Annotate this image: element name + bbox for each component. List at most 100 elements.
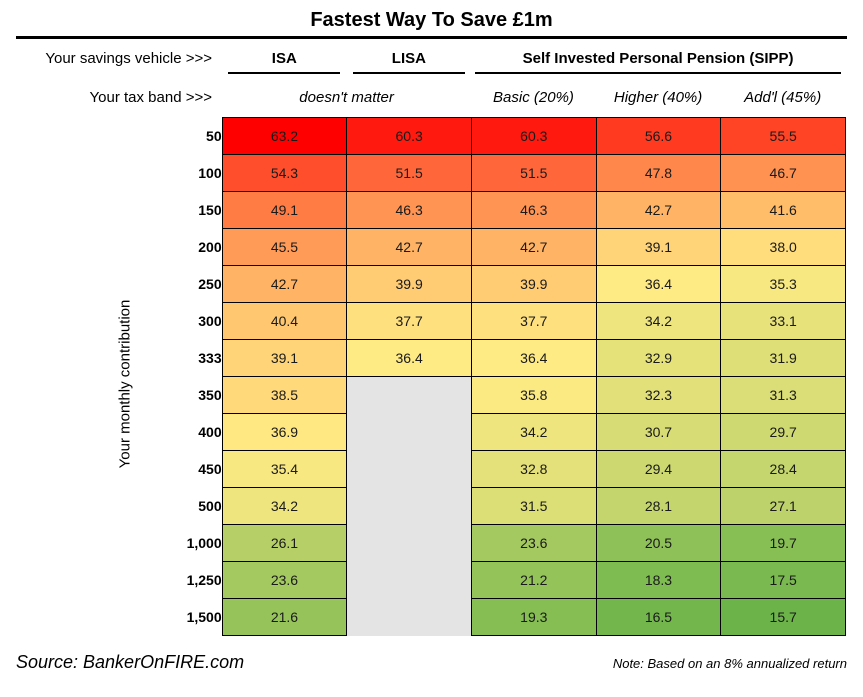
heatmap-cell: 26.1 xyxy=(221,524,348,562)
heatmap-cell: 28.1 xyxy=(595,487,722,525)
heatmap-cell-blank xyxy=(346,524,472,562)
heatmap-cell-blank xyxy=(346,598,472,636)
heatmap-cell-blank xyxy=(346,561,472,599)
heatmap-row: 450 35.4 32.8 29.4 28.4 xyxy=(16,450,846,488)
heatmap-cell: 46.3 xyxy=(346,191,472,229)
row-label: 1,500 xyxy=(16,598,223,636)
row-label: 1,000 xyxy=(16,524,223,562)
row-label: 300 xyxy=(16,302,223,340)
heatmap-cell: 33.1 xyxy=(720,302,846,340)
heatmap-cell: 31.3 xyxy=(720,376,846,414)
row-label: 250 xyxy=(16,265,223,303)
heatmap-cell: 36.4 xyxy=(346,339,472,377)
savings-vehicle-label: Your savings vehicle >>> xyxy=(45,49,212,67)
heatmap-cell: 39.1 xyxy=(221,339,348,377)
tax-band-addl: Add'l (45%) xyxy=(744,88,822,106)
heatmap-cell: 41.6 xyxy=(720,191,846,229)
heatmap-cell: 23.6 xyxy=(470,524,597,562)
heatmap-cell: 51.5 xyxy=(346,154,472,192)
tax-band-basic: Basic (20%) xyxy=(493,88,574,106)
heatmap-cell: 16.5 xyxy=(595,598,722,636)
underline xyxy=(228,72,341,74)
heatmap-cell: 42.7 xyxy=(470,228,597,266)
heatmap-cell: 60.3 xyxy=(346,117,472,155)
row-label: 400 xyxy=(16,413,223,451)
heatmap-cell: 34.2 xyxy=(470,413,597,451)
heatmap-cell: 55.5 xyxy=(720,117,846,155)
heatmap-cell: 19.7 xyxy=(720,524,846,562)
tax-band-label: Your tax band >>> xyxy=(89,88,212,106)
heatmap-cell: 20.5 xyxy=(595,524,722,562)
heatmap-cell: 39.9 xyxy=(470,265,597,303)
tax-band-doesnt-matter: doesn't matter xyxy=(299,88,394,106)
footnote: Note: Based on an 8% annualized return xyxy=(612,656,847,671)
heatmap-cell: 47.8 xyxy=(595,154,722,192)
heatmap-cell: 21.2 xyxy=(470,561,597,599)
heatmap-row: 250 42.7 39.9 39.9 36.4 35.3 xyxy=(16,265,846,303)
heatmap-cell: 63.2 xyxy=(221,117,348,155)
column-header-isa: ISA xyxy=(222,39,347,77)
heatmap-cell: 60.3 xyxy=(470,117,597,155)
heatmap-cell: 46.3 xyxy=(470,191,597,229)
heatmap-cell: 37.7 xyxy=(470,302,597,340)
heatmap-cell: 38.0 xyxy=(720,228,846,266)
heatmap-row: 1,250 23.6 21.2 18.3 17.5 xyxy=(16,561,846,599)
heatmap-row: 333 39.1 36.4 36.4 32.9 31.9 xyxy=(16,339,846,377)
row-label: 500 xyxy=(16,487,223,525)
heatmap-row: 150 49.1 46.3 46.3 42.7 41.6 xyxy=(16,191,846,229)
heatmap-row: 500 34.2 31.5 28.1 27.1 xyxy=(16,487,846,525)
heatmap-cell: 36.4 xyxy=(595,265,722,303)
row-label: 450 xyxy=(16,450,223,488)
heatmap-cell: 42.7 xyxy=(346,228,472,266)
heatmap-cell: 40.4 xyxy=(221,302,348,340)
heatmap-cell-blank xyxy=(346,413,472,451)
heatmap-cell: 46.7 xyxy=(720,154,846,192)
heatmap-cell: 31.5 xyxy=(470,487,597,525)
heatmap-table: 50 63.2 60.3 60.3 56.6 55.5 100 54.3 51.5 51.5 47.… xyxy=(16,117,846,636)
heatmap-cell-blank xyxy=(346,376,472,414)
heatmap-cell: 45.5 xyxy=(221,228,348,266)
row-label: 350 xyxy=(16,376,223,414)
heatmap-cell: 27.1 xyxy=(720,487,846,525)
heatmap-cell: 17.5 xyxy=(720,561,846,599)
heatmap-cell: 51.5 xyxy=(470,154,597,192)
column-header-sipp: Self Invested Personal Pension (SIPP) xyxy=(471,39,845,77)
vehicle-header-row: Your savings vehicle >>> ISA LISA Self I… xyxy=(16,39,863,77)
heatmap-row: 1,500 21.6 19.3 16.5 15.7 xyxy=(16,598,846,636)
column-header-lisa-text: LISA xyxy=(391,49,426,67)
y-axis-label: Your monthly contribution xyxy=(116,299,134,469)
tax-band-higher: Higher (40%) xyxy=(613,88,703,106)
heatmap-cell: 21.6 xyxy=(221,598,348,636)
heatmap-cell: 34.2 xyxy=(595,302,722,340)
heatmap-row: 400 36.9 34.2 30.7 29.7 xyxy=(16,413,846,451)
heatmap-cell-blank xyxy=(346,487,472,525)
heatmap-cell: 32.8 xyxy=(470,450,597,488)
heatmap-cell: 34.2 xyxy=(221,487,348,525)
heatmap-cell: 28.4 xyxy=(720,450,846,488)
heatmap-cell: 29.7 xyxy=(720,413,846,451)
row-label: 100 xyxy=(16,154,223,192)
column-header-sipp-text: Self Invested Personal Pension (SIPP) xyxy=(522,49,794,67)
row-label: 150 xyxy=(16,191,223,229)
heatmap-cell: 36.4 xyxy=(470,339,597,377)
heatmap-cell: 38.5 xyxy=(221,376,348,414)
page-title: Fastest Way To Save £1m xyxy=(310,9,553,31)
heatmap-cell: 35.3 xyxy=(720,265,846,303)
heatmap-cell: 19.3 xyxy=(470,598,597,636)
heatmap-cell: 56.6 xyxy=(595,117,722,155)
underline xyxy=(474,72,842,74)
heatmap-row: 200 45.5 42.7 42.7 39.1 38.0 xyxy=(16,228,846,266)
heatmap-cell: 18.3 xyxy=(595,561,722,599)
heatmap-row: 1,000 26.1 23.6 20.5 19.7 xyxy=(16,524,846,562)
heatmap-cell: 49.1 xyxy=(221,191,348,229)
heatmap-row: 100 54.3 51.5 51.5 47.8 46.7 xyxy=(16,154,846,192)
heatmap-cell: 32.9 xyxy=(595,339,722,377)
heatmap-cell: 42.7 xyxy=(595,191,722,229)
heatmap-cell: 39.9 xyxy=(346,265,472,303)
heatmap-cell: 39.1 xyxy=(595,228,722,266)
heatmap-row: 350 38.5 35.8 32.3 31.3 xyxy=(16,376,846,414)
heatmap-cell: 54.3 xyxy=(221,154,348,192)
heatmap-cell: 31.9 xyxy=(720,339,846,377)
tax-band-header-row: Your tax band >>> doesn't matter Basic (… xyxy=(16,77,863,117)
heatmap-cell: 30.7 xyxy=(595,413,722,451)
